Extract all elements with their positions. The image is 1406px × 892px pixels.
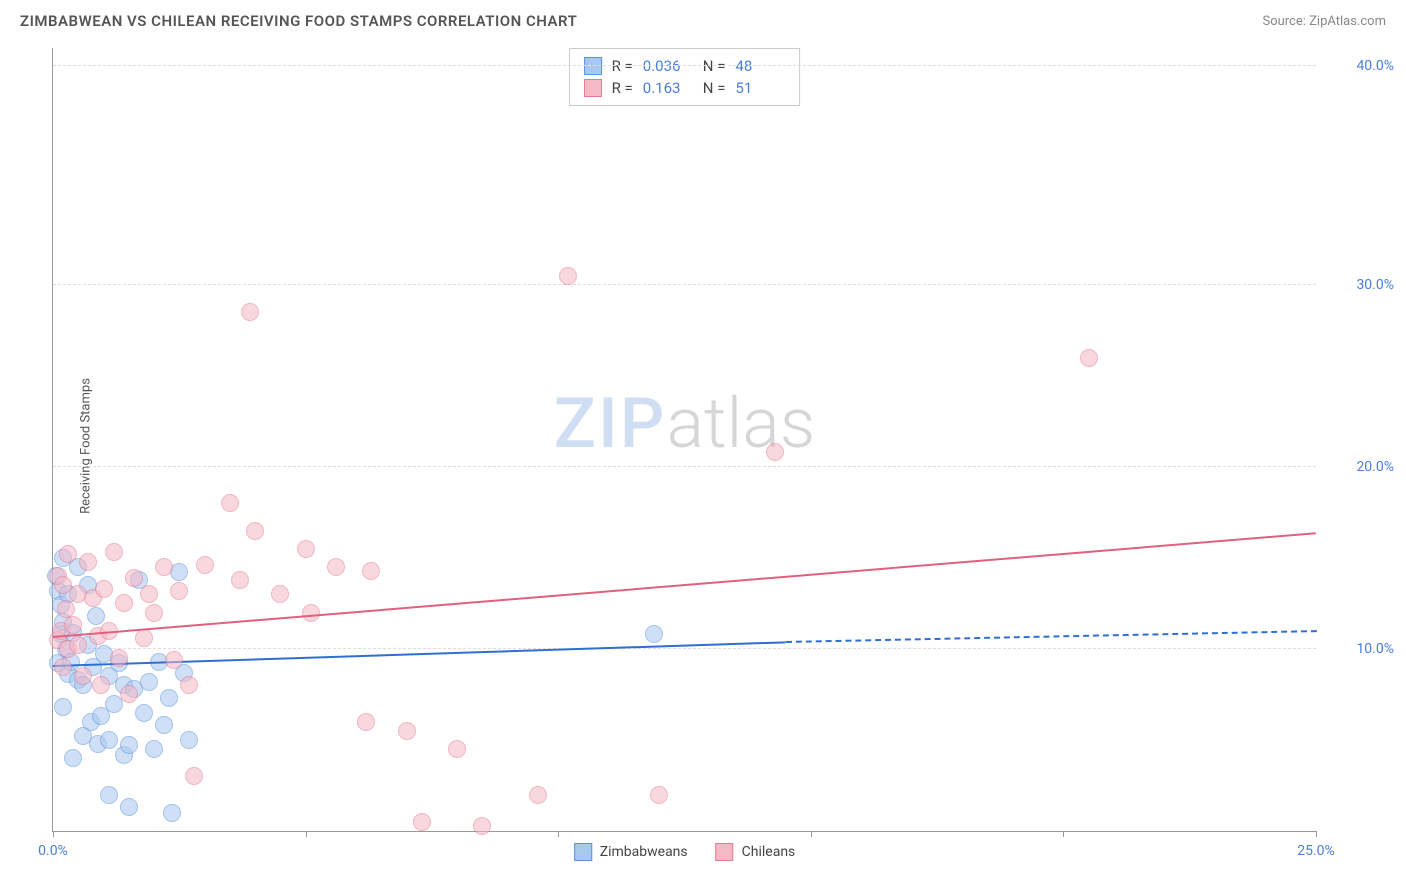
gridline bbox=[53, 466, 1316, 467]
y-tick-label: 20.0% bbox=[1356, 459, 1394, 475]
data-point bbox=[92, 676, 110, 694]
data-point bbox=[54, 658, 72, 676]
legend-label: Chileans bbox=[742, 844, 796, 860]
data-point bbox=[135, 629, 153, 647]
data-point bbox=[650, 786, 668, 804]
x-tick bbox=[53, 831, 54, 837]
data-point bbox=[165, 651, 183, 669]
data-point bbox=[155, 716, 173, 734]
y-tick-label: 40.0% bbox=[1356, 58, 1394, 74]
data-point bbox=[163, 804, 181, 822]
data-point bbox=[64, 749, 82, 767]
data-point bbox=[69, 636, 87, 654]
data-point bbox=[54, 698, 72, 716]
y-tick-label: 30.0% bbox=[1356, 277, 1394, 293]
gridline bbox=[53, 284, 1316, 285]
data-point bbox=[357, 713, 375, 731]
n-label: N = bbox=[703, 79, 726, 97]
data-point bbox=[79, 553, 97, 571]
data-point bbox=[100, 786, 118, 804]
data-point bbox=[145, 604, 163, 622]
data-point bbox=[398, 722, 416, 740]
x-tick-label: 25.0% bbox=[1297, 843, 1335, 859]
trend-line-extrapolated bbox=[786, 631, 1316, 644]
legend-swatch-icon bbox=[716, 843, 734, 861]
data-point bbox=[327, 558, 345, 576]
data-point bbox=[1080, 349, 1098, 367]
n-value: 51 bbox=[735, 79, 785, 97]
data-point bbox=[120, 685, 138, 703]
stats-row: R = 0.163 N = 51 bbox=[584, 77, 786, 99]
data-point bbox=[140, 673, 158, 691]
data-point bbox=[271, 585, 289, 603]
legend-label: Zimbabweans bbox=[600, 844, 688, 860]
data-point bbox=[362, 562, 380, 580]
data-point bbox=[57, 600, 75, 618]
legend-item: Zimbabweans bbox=[574, 843, 688, 861]
x-tick-label: 0.0% bbox=[38, 843, 68, 859]
data-point bbox=[170, 582, 188, 600]
data-point bbox=[529, 786, 547, 804]
data-point bbox=[64, 616, 82, 634]
data-point bbox=[155, 558, 173, 576]
data-point bbox=[145, 740, 163, 758]
data-point bbox=[180, 731, 198, 749]
data-point bbox=[559, 267, 577, 285]
watermark-zip: ZIP bbox=[554, 383, 667, 465]
data-point bbox=[120, 736, 138, 754]
data-point bbox=[110, 649, 128, 667]
source-prefix: Source: bbox=[1262, 14, 1309, 29]
x-tick bbox=[306, 831, 307, 837]
r-label: R = bbox=[612, 79, 633, 97]
chart-title: ZIMBABWEAN VS CHILEAN RECEIVING FOOD STA… bbox=[20, 12, 577, 30]
x-tick bbox=[558, 831, 559, 837]
legend-swatch-icon bbox=[574, 843, 592, 861]
data-point bbox=[87, 607, 105, 625]
data-point bbox=[120, 798, 138, 816]
data-point bbox=[59, 545, 77, 563]
chart-header: ZIMBABWEAN VS CHILEAN RECEIVING FOOD STA… bbox=[0, 0, 1406, 38]
data-point bbox=[231, 571, 249, 589]
data-point bbox=[115, 594, 133, 612]
data-point bbox=[413, 813, 431, 831]
legend: Zimbabweans Chileans bbox=[574, 843, 796, 861]
scatter-plot-area: ZIPatlas R = 0.036 N = 48 R = 0.163 N = … bbox=[52, 48, 1316, 832]
data-point bbox=[246, 522, 264, 540]
source-name: ZipAtlas.com bbox=[1309, 14, 1386, 29]
x-tick bbox=[1063, 831, 1064, 837]
data-point bbox=[241, 303, 259, 321]
legend-item: Chileans bbox=[716, 843, 796, 861]
data-point bbox=[125, 569, 143, 587]
data-point bbox=[100, 731, 118, 749]
x-tick bbox=[1316, 831, 1317, 837]
data-point bbox=[448, 740, 466, 758]
data-point bbox=[302, 604, 320, 622]
gridline bbox=[53, 65, 1316, 66]
series-swatch-icon bbox=[584, 79, 602, 97]
correlation-stats-box: R = 0.036 N = 48 R = 0.163 N = 51 bbox=[569, 48, 801, 106]
data-point bbox=[297, 540, 315, 558]
data-point bbox=[135, 704, 153, 722]
data-point bbox=[645, 625, 663, 643]
data-point bbox=[74, 667, 92, 685]
data-point bbox=[196, 556, 214, 574]
watermark-atlas: atlas bbox=[666, 383, 815, 465]
data-point bbox=[180, 676, 198, 694]
data-point bbox=[140, 585, 158, 603]
data-point bbox=[95, 580, 113, 598]
data-point bbox=[160, 689, 178, 707]
data-point bbox=[221, 494, 239, 512]
source-attribution: Source: ZipAtlas.com bbox=[1262, 14, 1386, 29]
x-tick bbox=[811, 831, 812, 837]
data-point bbox=[766, 443, 784, 461]
data-point bbox=[185, 767, 203, 785]
data-point bbox=[105, 543, 123, 561]
data-point bbox=[473, 817, 491, 835]
y-tick-label: 10.0% bbox=[1356, 641, 1394, 657]
r-value: 0.163 bbox=[643, 79, 693, 97]
gridline bbox=[53, 648, 1316, 649]
